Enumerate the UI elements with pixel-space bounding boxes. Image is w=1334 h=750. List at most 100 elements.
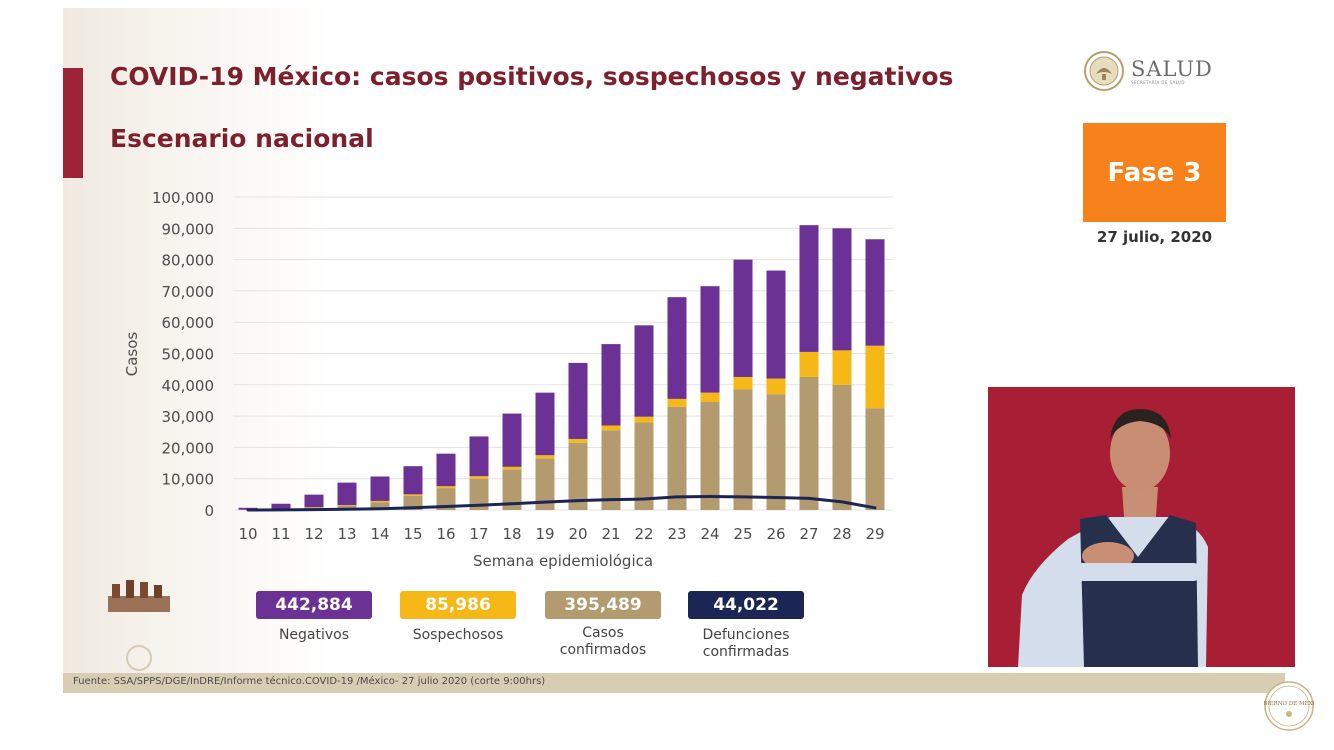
summary-label-defunciones: Defunciones bbox=[702, 627, 790, 643]
summary-value-confirmados: 395,489 bbox=[545, 591, 661, 619]
x-tick-label: 16 bbox=[436, 525, 455, 543]
chart-subtitle: Escenario nacional bbox=[110, 124, 374, 153]
bar-confirmados bbox=[766, 394, 786, 510]
bar-sospechosos bbox=[535, 455, 555, 459]
bar-negativos bbox=[370, 476, 390, 501]
title-accent-bar bbox=[63, 68, 83, 178]
line-defunciones bbox=[246, 495, 877, 512]
x-tick-label: 21 bbox=[601, 525, 620, 543]
chart-title: COVID-19 México: casos positivos, sospec… bbox=[110, 62, 954, 91]
summary-value-sospechosos: 85,986 bbox=[400, 591, 516, 619]
bar-sospechosos bbox=[766, 378, 786, 395]
x-axis-label: Semana epidemiológica bbox=[473, 552, 653, 570]
y-tick-label: 30,000 bbox=[162, 408, 215, 426]
summary-label-defunciones-line2: confirmadas bbox=[702, 644, 790, 660]
x-tick-label: 23 bbox=[667, 525, 686, 543]
bar-negativos bbox=[667, 297, 687, 399]
bar-confirmados bbox=[568, 442, 588, 510]
bar-sospechosos bbox=[634, 416, 654, 423]
y-tick-label: 90,000 bbox=[162, 220, 215, 238]
bar-sospechosos bbox=[502, 466, 522, 470]
summary-label-confirmados-line2: confirmados bbox=[559, 642, 647, 658]
bar-sospechosos bbox=[436, 486, 456, 489]
bar-sospechosos bbox=[370, 500, 390, 503]
x-tick-label: 27 bbox=[799, 525, 818, 543]
x-tick-label: 11 bbox=[271, 525, 290, 543]
x-tick-label: 29 bbox=[865, 525, 884, 543]
bar-confirmados bbox=[733, 389, 753, 510]
y-tick-label: 100,000 bbox=[152, 189, 214, 207]
bar-negativos bbox=[469, 436, 489, 477]
bar-negativos bbox=[502, 413, 522, 467]
source-bar: Fuente: SSA/SPPS/DGE/InDRE/Informe técni… bbox=[63, 673, 1285, 693]
bar-sospechosos bbox=[733, 376, 753, 390]
bar-negativos bbox=[601, 344, 621, 426]
bar-negativos bbox=[733, 259, 753, 377]
bar-confirmados bbox=[436, 488, 456, 510]
y-tick-label: 70,000 bbox=[162, 283, 215, 301]
x-tick-label: 24 bbox=[700, 525, 719, 543]
x-tick-label: 12 bbox=[304, 525, 323, 543]
bar-sospechosos bbox=[799, 351, 819, 377]
bar-negativos bbox=[337, 482, 357, 506]
bar-sospechosos bbox=[865, 345, 885, 409]
bar-negativos bbox=[271, 503, 291, 509]
bar-confirmados bbox=[502, 469, 522, 510]
eagle-seal-icon bbox=[1084, 51, 1124, 91]
x-tick-label: 22 bbox=[634, 525, 653, 543]
bar-negativos bbox=[832, 228, 852, 351]
brand-subtitle: SECRETARÍA DE SALUD bbox=[1131, 79, 1185, 85]
bar-sospechosos bbox=[403, 494, 423, 496]
summary-label-sospechosos: Sospechosos bbox=[412, 627, 504, 643]
bar-negativos bbox=[568, 362, 588, 439]
x-tick-label: 25 bbox=[733, 525, 752, 543]
x-tick-label: 20 bbox=[568, 525, 587, 543]
brand-name: SALUD bbox=[1131, 56, 1213, 81]
salud-logo: SALUD SECRETARÍA DE SALUD bbox=[1083, 50, 1213, 92]
x-tick-label: 10 bbox=[238, 525, 257, 543]
bar-negativos bbox=[436, 453, 456, 487]
x-tick-label: 19 bbox=[535, 525, 554, 543]
bar-sospechosos bbox=[469, 476, 489, 479]
y-axis-label: Casos bbox=[123, 332, 141, 377]
gobierno-de-mexico-seal: GOBIERNO DE MÉXICO bbox=[1264, 681, 1314, 731]
bar-negativos bbox=[799, 225, 819, 352]
y-tick-label: 40,000 bbox=[162, 377, 215, 395]
y-tick-label: 60,000 bbox=[162, 314, 215, 332]
x-tick-label: 14 bbox=[370, 525, 389, 543]
bar-negativos bbox=[766, 270, 786, 379]
x-tick-label: 13 bbox=[337, 525, 356, 543]
bar-negativos bbox=[865, 239, 885, 346]
source-text: Fuente: SSA/SPPS/DGE/InDRE/Informe técni… bbox=[73, 676, 546, 687]
bar-sospechosos bbox=[700, 392, 720, 403]
bar-confirmados bbox=[799, 376, 819, 510]
y-tick-label: 10,000 bbox=[162, 471, 215, 489]
bar-confirmados bbox=[865, 408, 885, 510]
y-tick-label: 50,000 bbox=[162, 346, 215, 364]
bar-sospechosos bbox=[568, 438, 588, 443]
y-tick-label: 20,000 bbox=[162, 439, 215, 457]
x-tick-label: 15 bbox=[403, 525, 422, 543]
phase-badge: Fase 3 bbox=[1083, 123, 1226, 222]
summary-label-negativos: Negativos bbox=[278, 627, 350, 643]
x-tick-label: 18 bbox=[502, 525, 521, 543]
summary-value-defunciones: 44,022 bbox=[688, 591, 804, 619]
y-tick-label: 80,000 bbox=[162, 252, 215, 270]
bar-sospechosos bbox=[601, 425, 621, 431]
y-tick-label: 0 bbox=[204, 502, 214, 520]
historical-figures-emblem bbox=[108, 580, 170, 671]
x-tick-label: 26 bbox=[766, 525, 785, 543]
bar-sospechosos bbox=[667, 398, 687, 407]
bar-sospechosos bbox=[337, 505, 357, 506]
seal-text: GOBIERNO DE MÉXICO bbox=[1264, 699, 1314, 707]
bar-negativos bbox=[634, 325, 654, 417]
bar-confirmados bbox=[469, 478, 489, 510]
report-date: 27 julio, 2020 bbox=[1096, 228, 1213, 246]
bar-negativos bbox=[304, 494, 324, 508]
sign-language-interpreter-video bbox=[988, 387, 1295, 667]
bar-confirmados bbox=[634, 422, 654, 510]
bar-negativos bbox=[700, 286, 720, 393]
bar-confirmados bbox=[832, 384, 852, 510]
x-tick-label: 28 bbox=[832, 525, 851, 543]
